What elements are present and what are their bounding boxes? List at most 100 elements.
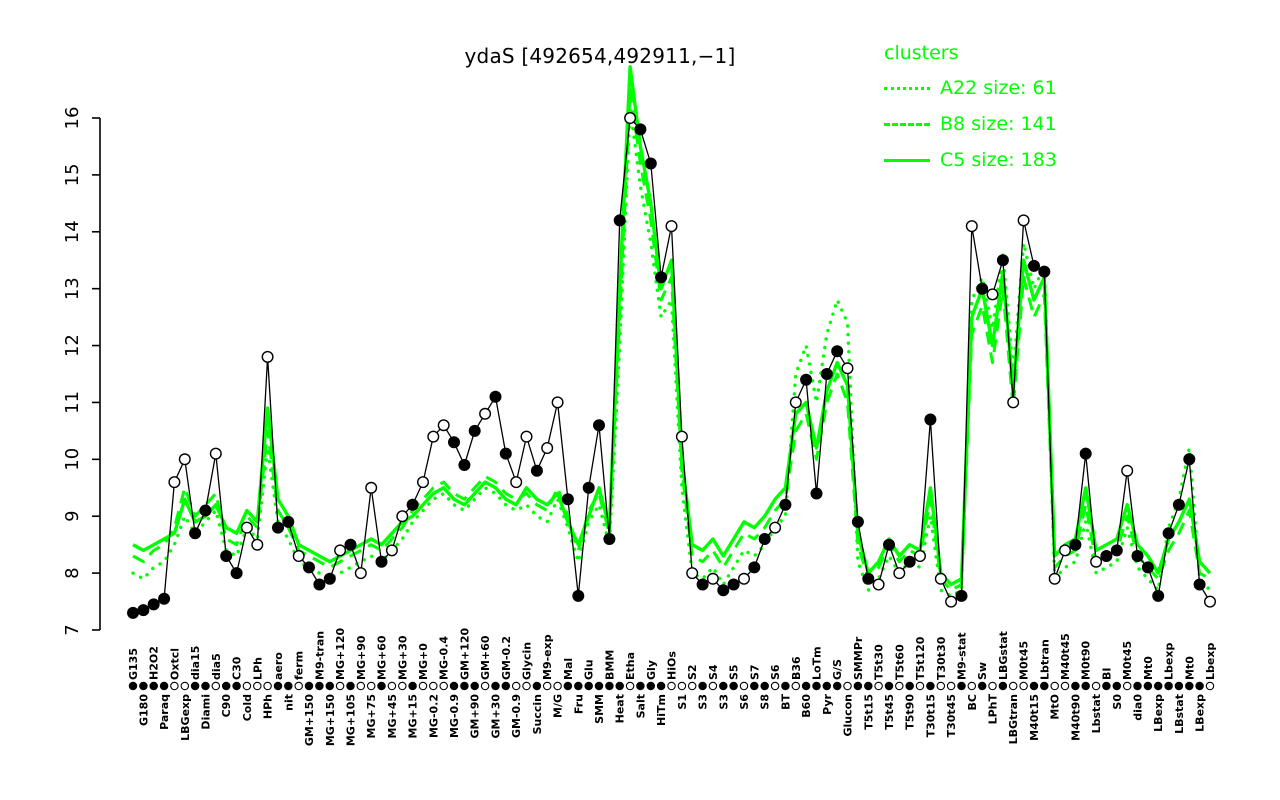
condition-marker [967,681,977,691]
x-category-label: Paraq [158,694,171,730]
data-point [209,447,222,460]
condition-marker [1081,681,1090,691]
data-point [883,538,896,551]
condition-marker [874,681,883,691]
condition-marker [801,681,811,691]
dashed-line-icon [884,122,930,126]
data-point [354,567,367,580]
dotted-line-icon [884,86,930,90]
condition-marker [1133,681,1142,691]
data-point [1038,265,1051,278]
condition-marker [853,681,863,691]
condition-marker [636,681,645,691]
condition-marker [532,681,542,691]
condition-marker [615,681,624,691]
legend-item-a22: A22 size: 61 [884,77,1057,99]
x-category-label: G/S [831,659,844,680]
x-category-label: LPhT [987,694,1000,725]
data-point [1110,544,1123,557]
x-category-label: Diami [200,694,213,730]
x-category-label: SMMPr [852,636,865,680]
data-point [499,447,512,460]
condition-marker [822,681,832,691]
condition-marker [884,681,894,691]
condition-marker [584,681,593,691]
data-point [955,589,968,602]
condition-marker [1102,681,1111,691]
legend-item-b8: B8 size: 141 [884,113,1057,135]
data-point [1058,544,1071,557]
condition-marker [522,681,531,691]
data-point [220,550,233,563]
data-point [126,606,139,619]
data-point [582,481,595,494]
x-category-label: BT [779,694,792,710]
x-category-label: dia5 [210,653,223,680]
data-point [665,220,678,233]
x-category-label: Glycin [521,642,534,680]
data-point [489,390,502,403]
condition-marker [750,681,759,691]
condition-marker [159,681,169,691]
x-category-label: BI [1100,668,1113,680]
data-point [862,572,875,585]
data-point [406,498,419,511]
x-category-label: MG+90 [355,635,368,680]
x-category-label: MG+0 [417,643,430,680]
data-point [1141,561,1154,574]
data-point [292,550,305,563]
x-category-label: M40t45 [1059,633,1072,680]
condition-marker [594,681,604,691]
x-category-label: GM+150 [303,694,316,746]
data-point [851,515,864,528]
legend-item-label: A22 size: 61 [940,76,1057,99]
x-category-label: M9-tran [313,631,326,680]
data-point [748,561,761,574]
x-category-label: MG-0.9 [448,694,461,738]
data-point [334,544,347,557]
condition-marker [1174,681,1184,691]
data-point [996,254,1009,267]
x-category-label: Gly [645,660,658,680]
x-category-label: S5 [728,664,741,680]
data-point [1152,589,1165,602]
x-category-label: T5t45 [883,694,896,730]
condition-marker [1185,681,1194,691]
condition-marker [656,681,666,691]
legend-item-label: C5 size: 183 [940,148,1057,171]
data-point [1183,453,1196,466]
condition-marker [553,681,562,691]
data-point [675,430,688,443]
data-point [613,214,626,227]
condition-marker [1205,681,1215,691]
x-category-label: M9-exp [541,634,554,680]
data-point [934,572,947,585]
x-category-label: GM+60 [479,635,492,680]
x-category-label: Oxtcl [168,648,181,680]
x-category-label: S3 [717,694,730,710]
data-point [272,521,285,534]
x-category-label: LBGtran [1007,694,1020,744]
data-point [945,595,958,608]
condition-marker [180,681,190,691]
data-point [168,476,181,489]
condition-marker [1143,681,1153,691]
y-tick-label: 12 [62,334,83,357]
x-category-label: aero [272,652,285,680]
condition-marker [346,681,355,691]
x-category-label: M9-stat [956,632,969,680]
condition-marker [501,681,511,691]
data-point [530,464,543,477]
condition-marker [926,681,935,691]
x-category-label: S2 [686,664,699,680]
condition-marker [253,681,262,691]
data-point [385,544,398,557]
condition-marker [1153,681,1163,691]
x-category-label: MG+105 [345,694,358,746]
condition-marker [698,681,707,691]
x-category-label: Sw [976,662,989,680]
x-category-label: GM+30 [490,694,503,739]
x-category-label: Mt0 [1142,656,1155,680]
data-point [458,459,471,472]
data-point [789,396,802,409]
